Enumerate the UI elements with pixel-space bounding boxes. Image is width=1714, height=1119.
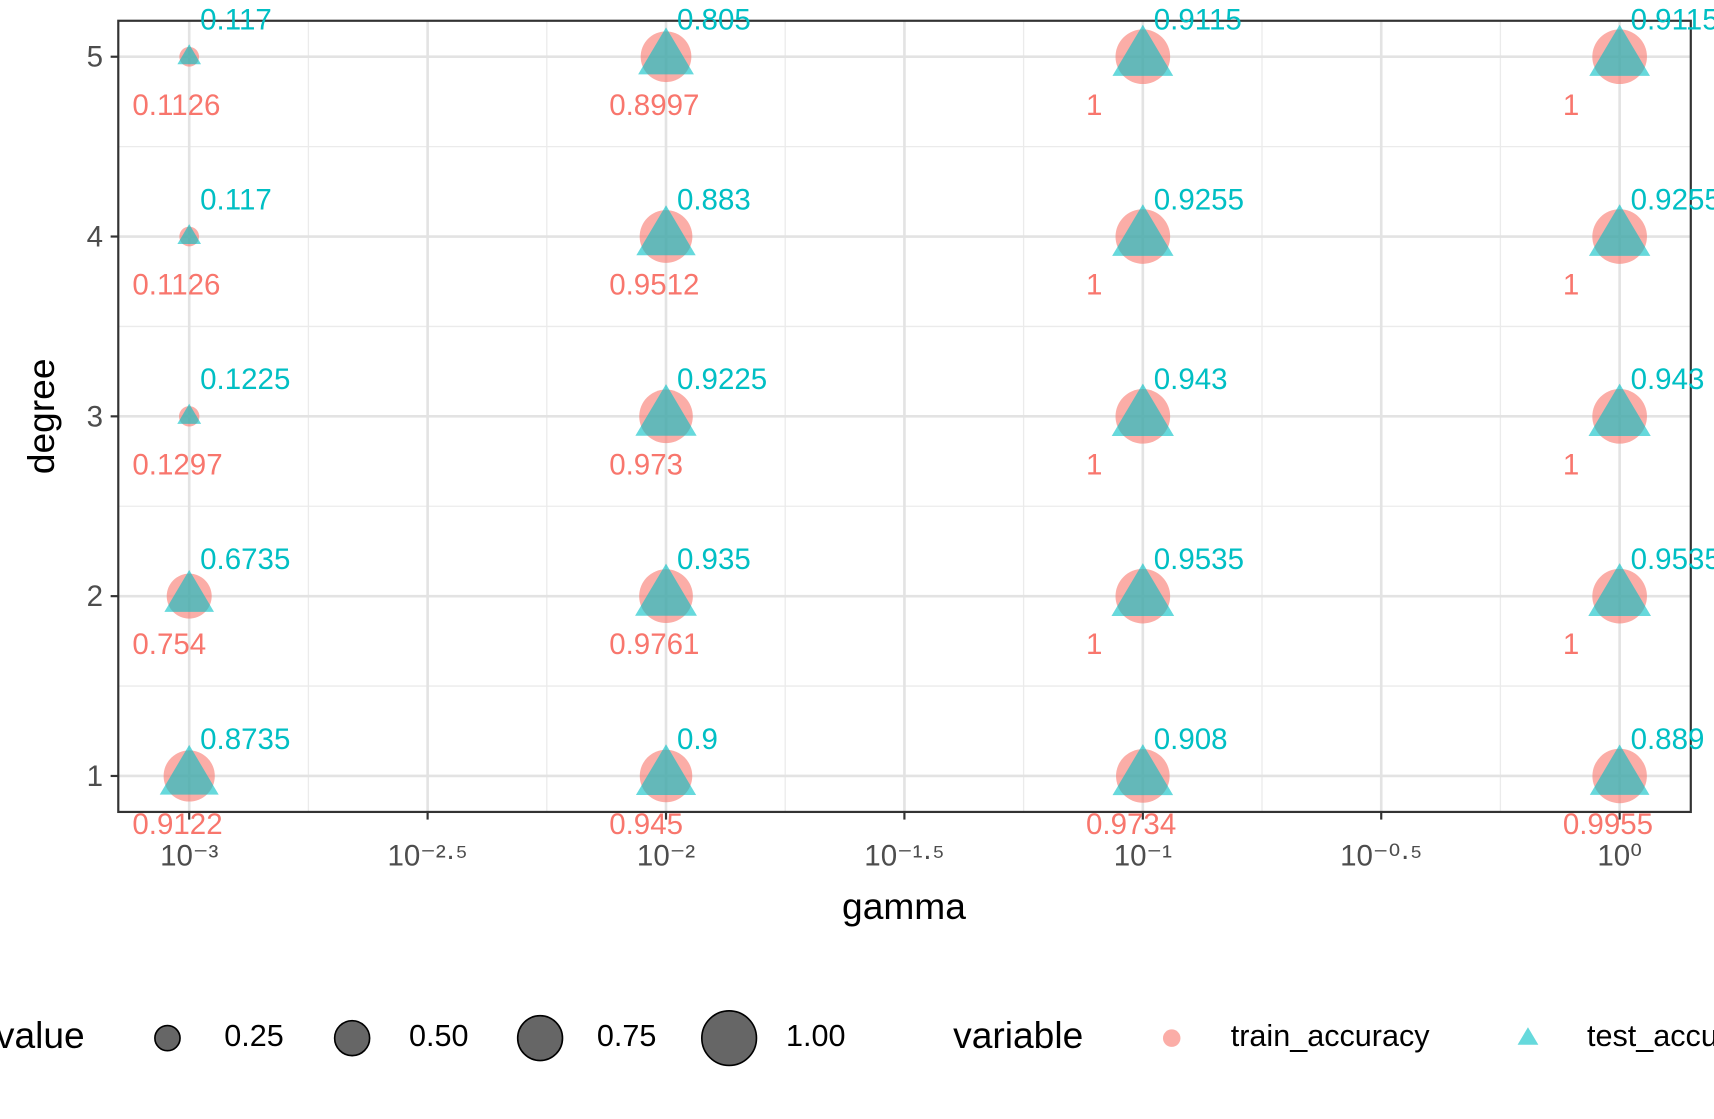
triangle-point — [635, 744, 697, 795]
data-label: 0.9761 — [609, 628, 699, 661]
triangle-point — [177, 403, 202, 424]
triangle-point — [177, 224, 202, 244]
y-tick-label: 3 — [87, 400, 103, 433]
triangle-point — [635, 563, 697, 616]
data-label: 0.8735 — [200, 723, 290, 756]
triangle-point — [1112, 24, 1174, 76]
size-legend-label: 0.50 — [409, 1019, 469, 1053]
size-legend-label: 1.00 — [786, 1019, 846, 1053]
data-label: 1 — [1086, 628, 1102, 661]
triangle-point — [164, 570, 215, 612]
circle-point — [1162, 1029, 1181, 1047]
data-label: 0.9512 — [609, 269, 699, 302]
data-label: 0.943 — [1631, 363, 1705, 396]
data-label: 1 — [1563, 269, 1579, 302]
data-label: 0.9115 — [1154, 4, 1242, 37]
x-axis-title: gamma — [842, 885, 966, 927]
data-label: 0.943 — [1154, 363, 1228, 396]
data-label: 0.117 — [200, 4, 272, 37]
data-label: 0.1297 — [132, 448, 222, 481]
data-label: 1 — [1563, 628, 1579, 661]
y-tick-label: 4 — [87, 221, 103, 254]
size-legend-title: value — [0, 1014, 85, 1056]
data-label: 0.9255 — [1631, 183, 1714, 216]
x-tick-label: 10⁻³ — [160, 840, 218, 873]
data-label: 0.117 — [200, 183, 272, 216]
data-label: 0.9225 — [677, 363, 767, 396]
y-tick-label: 5 — [87, 41, 103, 74]
triangle-point — [1588, 204, 1651, 256]
data-label: 0.883 — [677, 183, 751, 216]
x-tick-label: 10⁰ — [1597, 840, 1642, 873]
data-label: 0.9535 — [1154, 543, 1244, 576]
data-label: 0.8997 — [609, 89, 699, 122]
triangle-point — [1588, 563, 1651, 616]
data-label: 1 — [1086, 448, 1102, 481]
triangle-point — [638, 27, 694, 75]
size-legend-label: 0.25 — [224, 1019, 284, 1053]
data-label: 1 — [1086, 89, 1102, 122]
triangle-point — [1589, 24, 1651, 76]
data-label: 1 — [1563, 448, 1579, 481]
triangle-point — [1588, 383, 1651, 436]
data-label: 0.9535 — [1631, 543, 1714, 576]
legend-label: train_accuracy — [1231, 1019, 1431, 1053]
x-tick-label: 10⁻²·⁵ — [387, 840, 467, 873]
triangle-point — [1112, 744, 1174, 796]
legend-label: test_accuracy — [1587, 1019, 1714, 1053]
triangle-point — [1589, 744, 1650, 795]
color-legend-title: variable — [953, 1014, 1083, 1056]
data-label: 0.973 — [609, 448, 683, 481]
x-tick-label: 10⁻¹ — [1114, 840, 1172, 873]
panel-border — [117, 19, 1692, 814]
y-tick-label: 1 — [87, 760, 103, 793]
data-label: 1 — [1086, 269, 1102, 302]
data-label: 0.9122 — [132, 808, 222, 841]
size-legend-key — [701, 1009, 758, 1067]
data-label: 0.935 — [677, 543, 751, 576]
data-label: 0.945 — [609, 808, 683, 841]
data-labels: 0.1126 0.1126 0.1297 0.754 0.9122 0.8997 0.951… — [132, 4, 1714, 841]
data-label: 1 — [1563, 89, 1579, 122]
data-label: 0.9955 — [1563, 808, 1653, 841]
triangle-point — [635, 384, 697, 436]
triangle-point — [1111, 383, 1174, 436]
data-label: 0.908 — [1154, 723, 1228, 756]
size-legend-key — [516, 1014, 564, 1062]
triangle-point — [177, 44, 202, 65]
data-label: 0.754 — [132, 628, 206, 661]
data-label: 0.1126 — [132, 89, 220, 122]
data-label: 0.805 — [677, 4, 751, 37]
data-label: 0.9115 — [1631, 4, 1714, 37]
y-tick-label: 2 — [87, 580, 103, 613]
triangle-point — [1111, 563, 1175, 616]
data-label: 0.9255 — [1154, 183, 1244, 216]
data-label: 0.9 — [677, 723, 718, 756]
data-label: 0.9734 — [1086, 808, 1176, 841]
x-tick-label: 10⁻⁰·⁵ — [1340, 840, 1422, 873]
size-legend-key — [154, 1024, 181, 1052]
x-tick-label: 10⁻¹·⁵ — [864, 840, 944, 873]
data-label: 0.1126 — [132, 269, 220, 302]
data-label: 0.1225 — [200, 363, 290, 396]
triangle-point — [1517, 1027, 1539, 1045]
triangle-point — [1112, 204, 1174, 256]
triangle-point — [636, 205, 696, 256]
data-label: 0.889 — [1631, 723, 1705, 756]
size-legend-label: 0.75 — [597, 1019, 657, 1053]
size-legend-key — [333, 1019, 371, 1057]
x-tick-label: 10⁻² — [637, 840, 695, 873]
y-axis-title: degree — [20, 359, 62, 475]
data-label: 0.6735 — [200, 543, 290, 576]
triangle-point — [159, 744, 219, 795]
